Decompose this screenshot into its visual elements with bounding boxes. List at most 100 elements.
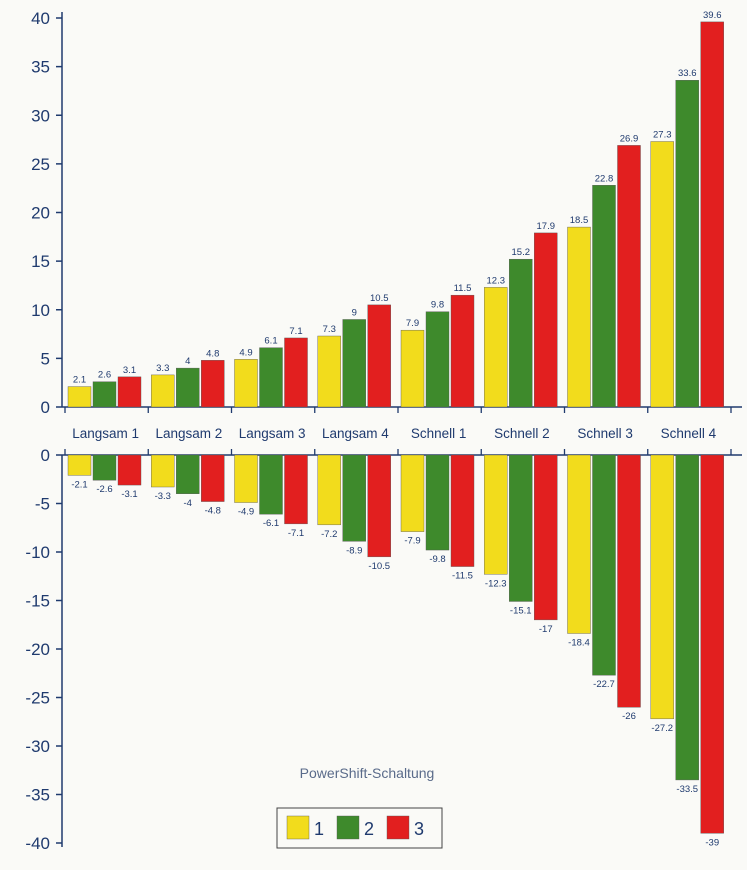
category-label: Schnell 3	[577, 426, 633, 441]
upper-data-label: 17.9	[537, 221, 556, 232]
upper-data-label: 2.1	[73, 375, 86, 386]
lower-data-label: -7.9	[404, 536, 420, 547]
upper-bar-series-3	[700, 21, 724, 408]
lower-y-tick-label: -20	[25, 640, 50, 659]
lower-bar-series-3	[450, 454, 475, 567]
upper-bar-series-1	[484, 287, 508, 408]
lower-y-tick-label: -5	[35, 495, 50, 514]
lower-bar-series-1	[234, 454, 258, 503]
legend-label: 1	[314, 819, 324, 839]
upper-y-tick-label: 0	[41, 398, 50, 417]
upper-data-label: 39.6	[703, 10, 722, 21]
lower-data-label: -33.5	[676, 784, 698, 795]
upper-data-label: 3.1	[123, 365, 136, 376]
lower-data-label: -7.1	[288, 528, 304, 539]
legend-label: 3	[414, 819, 424, 839]
lower-data-label: -10.5	[368, 561, 390, 572]
upper-data-label: 4.9	[239, 347, 252, 358]
lower-data-label: -18.4	[568, 637, 590, 648]
upper-data-label: 11.5	[454, 283, 472, 294]
upper-bar-series-1	[650, 141, 674, 408]
lower-data-label: -11.5	[452, 571, 473, 582]
upper-y-tick-label: 5	[41, 349, 50, 368]
lower-bar-series-2	[92, 454, 117, 481]
upper-bar-series-1	[67, 386, 92, 408]
lower-bar-series-1	[400, 454, 425, 532]
lower-bar-series-1	[567, 454, 591, 634]
upper-bar-series-1	[400, 329, 425, 408]
upper-data-label: 2.6	[98, 370, 111, 381]
upper-data-label: 33.6	[678, 68, 697, 79]
lower-bar-series-2	[509, 454, 533, 602]
upper-data-label: 18.5	[570, 215, 589, 226]
upper-y-tick-label: 20	[31, 204, 50, 223]
lower-data-label: -22.7	[593, 679, 615, 690]
upper-data-label: 7.3	[323, 324, 336, 335]
upper-data-label: 22.8	[595, 173, 614, 184]
lower-bar-series-1	[650, 454, 674, 720]
upper-bar-series-3	[617, 145, 641, 408]
upper-data-label: 4	[185, 356, 190, 367]
lower-bar-series-3	[284, 454, 308, 525]
lower-bar-series-3	[201, 454, 225, 502]
legend-swatch-1	[286, 815, 310, 840]
lower-y-tick-label: -40	[25, 834, 50, 853]
lower-bar-series-2	[675, 454, 699, 781]
lower-bar-series-3	[617, 454, 641, 708]
upper-bar-series-3	[367, 304, 391, 408]
legend-swatch-2	[336, 815, 360, 840]
lower-bar-series-3	[117, 454, 142, 486]
upper-bar-series-1	[317, 335, 341, 408]
upper-bar-series-1	[151, 374, 175, 408]
upper-bar-series-3	[201, 360, 225, 408]
lower-bar-series-3	[700, 454, 724, 834]
legend-box	[276, 807, 443, 849]
upper-data-label: 9	[352, 307, 357, 318]
upper-bar-series-1	[234, 359, 258, 408]
lower-y-tick-label: 0	[41, 446, 50, 465]
lower-data-label: -6.1	[263, 518, 279, 529]
lower-data-label: -15.1	[510, 605, 532, 616]
lower-bar-series-2	[425, 454, 450, 551]
category-label: Schnell 2	[494, 426, 550, 441]
chart-title: PowerShift-Schaltung	[300, 765, 435, 781]
lower-data-label: -27.2	[651, 723, 673, 734]
lower-bar-series-1	[67, 454, 92, 476]
upper-bar-series-2	[176, 367, 200, 408]
lower-data-label: -4	[184, 498, 192, 509]
lower-y-tick-label: -35	[25, 786, 50, 805]
category-label: Langsam 2	[155, 426, 222, 441]
upper-y-tick-label: 25	[31, 155, 50, 174]
lower-data-label: -3.1	[121, 489, 137, 500]
category-label: Langsam 1	[72, 426, 139, 441]
upper-bar-series-1	[567, 226, 591, 408]
category-label: Langsam 4	[322, 426, 389, 441]
upper-bar-series-3	[284, 337, 308, 408]
upper-bar-series-3	[534, 232, 558, 408]
lower-y-tick-label: -30	[25, 737, 50, 756]
upper-data-label: 7.1	[289, 326, 302, 337]
lower-bar-series-3	[534, 454, 558, 621]
lower-bar-series-3	[367, 454, 391, 558]
lower-bar-series-2	[342, 454, 366, 542]
upper-y-tick-label: 30	[31, 106, 50, 125]
upper-bar-series-2	[592, 185, 616, 408]
lower-bar-series-1	[151, 454, 175, 488]
lower-y-tick-label: -15	[25, 592, 50, 611]
lower-data-label: -17	[539, 624, 553, 635]
lower-y-tick-label: -10	[25, 543, 50, 562]
upper-data-label: 4.8	[206, 348, 219, 359]
upper-bar-series-2	[342, 319, 366, 408]
upper-bar-series-3	[117, 376, 142, 408]
upper-data-label: 26.9	[620, 133, 639, 144]
lower-bar-series-2	[259, 454, 283, 515]
lower-data-label: -2.6	[96, 484, 112, 495]
lower-data-label: -7.2	[321, 529, 337, 540]
upper-data-label: 6.1	[264, 336, 277, 347]
upper-bar-series-2	[509, 258, 533, 408]
lower-y-tick-label: -25	[25, 689, 50, 708]
upper-bar-series-2	[92, 381, 117, 408]
upper-bar-series-3	[450, 294, 475, 408]
upper-data-label: 27.3	[653, 130, 672, 141]
category-label: Schnell 4	[661, 426, 717, 441]
